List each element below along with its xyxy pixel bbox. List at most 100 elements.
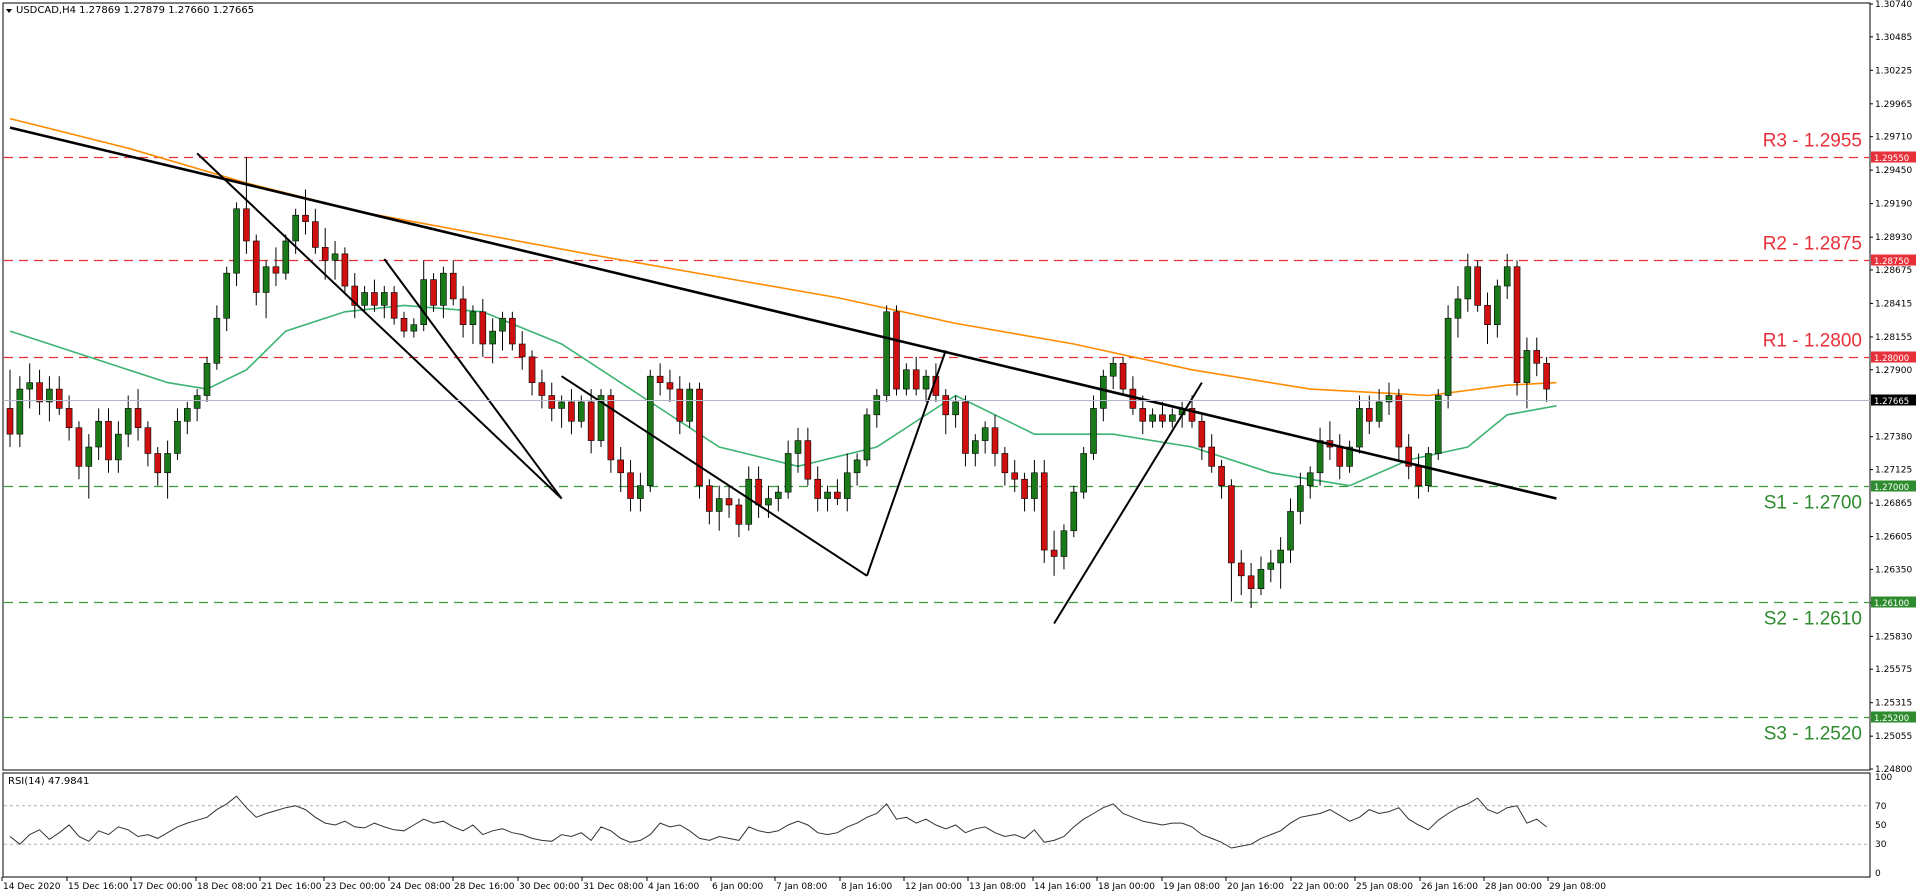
candle-body	[1454, 298, 1462, 319]
candle-body	[1237, 562, 1245, 577]
candle-body	[1208, 446, 1215, 467]
time-tick-label: 14 Dec 2020	[3, 882, 61, 892]
candle-body	[952, 401, 959, 416]
candle-body	[193, 395, 201, 409]
rsi-tick-label: 100	[1875, 773, 1892, 783]
candle-body	[922, 375, 930, 390]
time-tick-label: 29 Jan 08:00	[1549, 882, 1606, 892]
time-tick-label: 6 Jan 00:00	[712, 882, 764, 892]
candle-body	[646, 375, 654, 486]
trendline-downtrend-2	[383, 258, 563, 500]
candle-body	[1356, 408, 1363, 448]
price-tick-label: 1.28930	[1875, 233, 1912, 243]
candle-body	[725, 498, 733, 506]
candle-body	[154, 453, 162, 474]
candle-body	[1100, 375, 1107, 409]
candle-body	[587, 401, 595, 441]
price-tick-label: 1.24800	[1875, 765, 1912, 775]
candle-body	[1218, 466, 1225, 486]
time-tick-label: 18 Jan 00:00	[1098, 882, 1155, 892]
price-tick-label: 1.29710	[1875, 133, 1912, 143]
candle-body	[1415, 466, 1422, 486]
price-tick-label: 1.30225	[1875, 66, 1912, 76]
trendlines	[9, 126, 1557, 624]
candle-body	[745, 478, 753, 525]
candle-body	[991, 427, 999, 454]
candle-body	[706, 485, 713, 512]
candle-body	[774, 491, 782, 499]
level-labels: 1.29550 R3 - 1.2955 1.28750 R2 - 1.2875 1.28…	[1763, 131, 1916, 745]
candle-body	[656, 375, 664, 383]
candle-body	[400, 317, 408, 332]
level-tag-r3	[1871, 151, 1916, 163]
candle-body	[55, 388, 63, 409]
candle-body	[1139, 408, 1147, 422]
price-tick-label: 1.25315	[1875, 699, 1912, 709]
candle-body	[213, 317, 221, 364]
candle-body	[479, 311, 487, 345]
candle-body	[312, 221, 319, 248]
level-label-s2: S2 - 1.2610	[1764, 609, 1862, 630]
candle-body	[1040, 472, 1048, 551]
candle-body	[489, 330, 496, 345]
sr-levels	[4, 156, 1869, 719]
candle-body	[1070, 491, 1078, 532]
candle-body	[1405, 446, 1412, 467]
level-tag-text-s3: 1.25200	[1874, 714, 1909, 724]
candle-body	[863, 414, 871, 461]
level-tag-s3	[1871, 711, 1916, 723]
time-tick-label: 7 Jan 08:00	[776, 882, 828, 892]
candle-body	[735, 504, 743, 525]
level-label-s1: S1 - 1.2700	[1764, 493, 1862, 514]
candle-body	[1060, 530, 1068, 557]
candle-body	[1169, 414, 1176, 422]
candle-body	[85, 446, 93, 467]
candle-body	[115, 433, 122, 461]
level-tag-s1	[1871, 480, 1916, 492]
candle-body	[971, 440, 979, 454]
candle-body	[1011, 472, 1019, 480]
price-tick-label: 1.28675	[1875, 266, 1912, 276]
candle-body	[1149, 414, 1156, 422]
candle-body	[16, 388, 24, 435]
candle-body	[430, 279, 437, 306]
candle-body	[1494, 285, 1501, 325]
candle-body	[1484, 305, 1491, 325]
candle-body	[1434, 395, 1442, 454]
time-tick-label: 30 Dec 00:00	[519, 882, 580, 892]
price-tick-label: 1.25055	[1875, 732, 1912, 742]
candle-body	[65, 408, 73, 429]
price-tick-label: 1.25830	[1875, 632, 1912, 642]
candle-body	[577, 401, 585, 422]
candle-body	[1228, 485, 1235, 564]
price-tick-label: 1.29190	[1875, 200, 1912, 210]
candle-body	[233, 208, 240, 274]
price-tick-label: 1.26350	[1875, 565, 1912, 575]
candle-body	[292, 214, 299, 242]
candle-body	[962, 401, 969, 454]
candle-body	[666, 382, 674, 390]
candle-body	[1533, 350, 1541, 364]
candle-body	[144, 427, 152, 454]
trendline-long-downtrend	[9, 126, 1557, 500]
time-tick-label: 18 Dec 08:00	[197, 882, 258, 892]
time-axis: 14 Dec 2020 15 Dec 16:00 17 Dec 00:00 18 De…	[1, 877, 1606, 892]
time-tick-label: 8 Jan 16:00	[841, 882, 893, 892]
candle-body	[1188, 408, 1196, 422]
candle-body	[105, 420, 112, 461]
level-tag-r2	[1871, 254, 1916, 266]
price-tick-label: 1.26865	[1875, 499, 1912, 509]
time-tick-label: 24 Dec 08:00	[390, 882, 451, 892]
candle-body	[597, 395, 605, 441]
candles	[6, 157, 1550, 609]
candle-body	[440, 272, 447, 306]
candle-body	[243, 208, 250, 242]
price-axis: 1.30740 1.30485 1.30225 1.29965 1.29710 1.294…	[1869, 0, 1912, 775]
price-tick-label: 1.30740	[1875, 0, 1912, 10]
candle-body	[1159, 414, 1166, 422]
candle-body	[607, 395, 615, 461]
trendline-downtrend-3	[561, 375, 868, 577]
rsi-line	[9, 795, 1547, 849]
candle-body	[843, 472, 851, 499]
